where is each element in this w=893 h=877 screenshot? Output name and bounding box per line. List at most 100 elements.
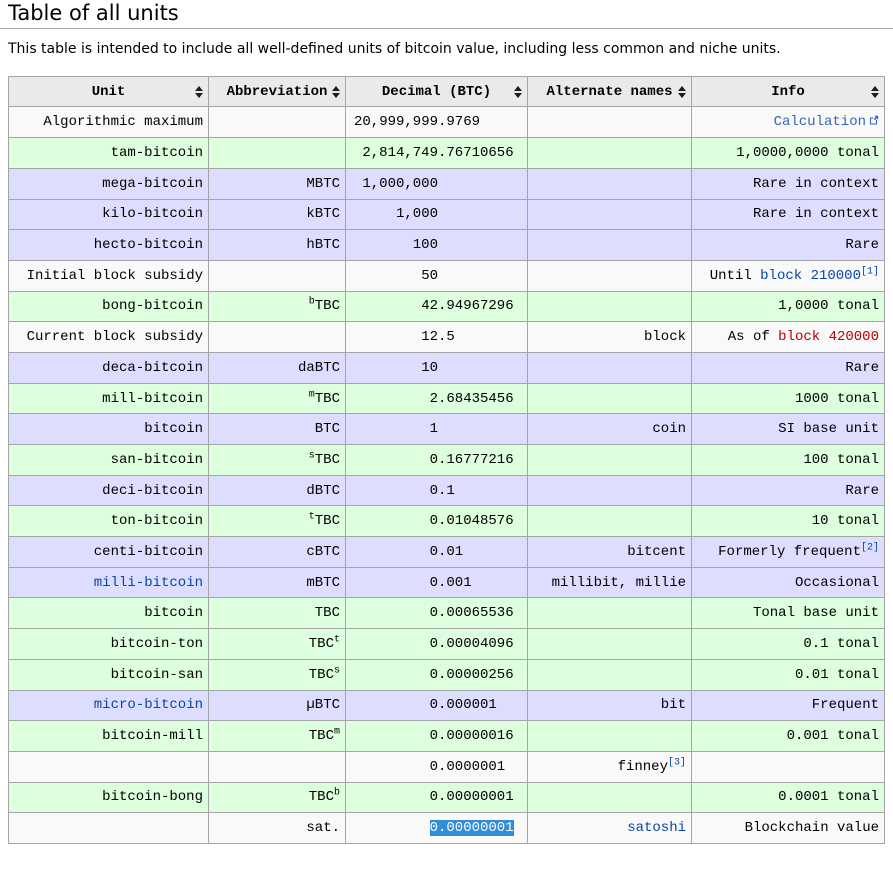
column-header-info[interactable]: Info	[691, 75, 885, 108]
table-row: Current block subsidy 12.5 block As of bloc…	[8, 321, 885, 353]
red-link[interactable]: block 420000	[778, 329, 879, 346]
cell-text: SI base unit	[778, 421, 879, 438]
alternate-names-cell: finney[3]	[527, 750, 692, 783]
sort-arrows-icon[interactable]	[514, 85, 522, 98]
table-row: tam-bitcoin 2,814,749.76710656 1,0000,0000…	[8, 137, 885, 169]
info-cell: Formerly frequent[2]	[691, 536, 885, 568]
decimal-cell: 0.001	[345, 566, 528, 599]
sort-arrows-icon[interactable]	[871, 85, 879, 98]
superscript-prefix: s	[333, 665, 340, 677]
decimal-integer: 0	[429, 605, 438, 622]
unit-cell: bitcoin-san	[8, 658, 209, 691]
decimal-integer: 0	[354, 820, 438, 837]
cell-text: 1,0000,0000 tonal	[736, 145, 879, 162]
cell-text: 1000 tonal	[794, 390, 879, 407]
decimal-fraction: .00000001	[438, 789, 514, 806]
unit-cell: centi-bitcoin	[8, 536, 209, 568]
cell-text: kBTC	[306, 206, 340, 223]
cell-text: bitcent	[627, 543, 686, 560]
alternate-names-cell	[527, 137, 692, 169]
info-cell: 100 tonal	[691, 444, 885, 476]
column-header-unit[interactable]: Unit	[8, 75, 209, 108]
cell-text: bitcoin-mill	[102, 728, 203, 745]
decimal-cell: 2.68435456	[345, 382, 528, 415]
cell-text: 0.0001 tonal	[778, 789, 879, 806]
sort-arrows-icon[interactable]	[195, 85, 203, 98]
table-row: centi-bitcoin cBTC 0.01 bitcent Formerly fre…	[8, 536, 885, 568]
wiki-link[interactable]: milli-bitcoin	[93, 574, 203, 591]
sort-arrows-icon[interactable]	[678, 85, 686, 98]
table-row: deci-bitcoin dBTC 0.1 Rare	[8, 474, 885, 507]
cell-text: TBC	[314, 390, 340, 407]
unit-cell: kilo-bitcoin	[8, 198, 209, 231]
decimal-integer: 0	[429, 574, 438, 591]
decimal-fraction: .0000001	[438, 758, 506, 775]
cell-text: TBC	[308, 789, 334, 806]
decimal-cell: 1,000,000	[345, 167, 528, 200]
cell-text: 0.1 tonal	[803, 636, 879, 653]
column-label: Abbreviation	[226, 83, 328, 100]
cell-text: deca-bitcoin	[102, 359, 203, 376]
alternate-names-cell	[527, 474, 692, 507]
wiki-link[interactable]: satoshi	[627, 820, 686, 837]
reference-link[interactable]: [2]	[860, 542, 879, 554]
cell-text: Frequent	[811, 697, 879, 714]
abbreviation-cell: sTBC	[208, 444, 346, 476]
cell-text: tam-bitcoin	[110, 145, 203, 162]
column-header-decimal-btc[interactable]: Decimal (BTC)	[345, 75, 528, 108]
unit-cell: Algorithmic maximum	[8, 106, 209, 139]
info-cell: Calculation	[691, 106, 885, 139]
column-header-alternate-names[interactable]: Alternate names	[527, 75, 692, 108]
cell-text: mega-bitcoin	[102, 175, 203, 192]
cell-text: Initial block subsidy	[26, 267, 203, 284]
cell-text: coin	[652, 421, 686, 438]
cell-text: bitcoin	[144, 421, 203, 438]
cell-text: sat.	[306, 820, 340, 837]
decimal-cell: 0.01048576	[345, 505, 528, 538]
decimal-integer: 1,000	[395, 206, 438, 223]
cell-text: mill-bitcoin	[102, 390, 203, 407]
abbreviation-cell: bTBC	[208, 290, 346, 323]
units-table: Unit Abbreviation Decimal (BTC) Alternate n…	[8, 75, 885, 844]
external-link[interactable]: Calculation	[774, 114, 879, 130]
reference-link[interactable]: [1]	[860, 266, 879, 278]
info-cell: 10 tonal	[691, 505, 885, 538]
table-row: micro-bitcoin µBTC 0.000001 bit Frequent	[8, 689, 885, 722]
unit-cell: micro-bitcoin	[8, 689, 209, 722]
abbreviation-cell: µBTC	[208, 689, 346, 722]
alternate-names-cell: coin	[527, 413, 692, 446]
unit-cell: hecto-bitcoin	[8, 229, 209, 261]
unit-cell: tam-bitcoin	[8, 137, 209, 169]
wiki-link[interactable]: micro-bitcoin	[93, 697, 203, 714]
cell-text: cBTC	[306, 543, 340, 560]
abbreviation-cell: daBTC	[208, 351, 346, 384]
cell-text: TBC	[314, 605, 340, 622]
cell-text: Algorithmic maximum	[43, 114, 203, 131]
alternate-names-cell	[527, 198, 692, 231]
abbreviation-cell: MBTC	[208, 167, 346, 200]
table-row: bong-bitcoin bTBC 42.94967296 1,0000 tonal	[8, 290, 885, 323]
cell-text: bong-bitcoin	[102, 298, 203, 315]
table-row: mill-bitcoin mTBC 2.68435456 1000 tonal	[8, 382, 885, 415]
decimal-fraction: .00000016	[438, 728, 514, 745]
sort-arrows-icon[interactable]	[332, 85, 340, 98]
column-header-abbreviation[interactable]: Abbreviation	[208, 75, 346, 108]
decimal-fraction: .01048576	[438, 513, 514, 530]
decimal-integer: 10	[421, 359, 438, 376]
wiki-link[interactable]: block 210000	[760, 267, 861, 284]
superscript-prefix: b	[308, 296, 315, 308]
decimal-cell: 100	[345, 229, 528, 261]
cell-text: µBTC	[306, 697, 340, 714]
decimal-cell: 50	[345, 259, 528, 292]
cell-text: bitcoin-bong	[102, 789, 203, 806]
unit-cell: bitcoin	[8, 413, 209, 446]
external-link-icon	[870, 116, 879, 125]
reference-link[interactable]: [3]	[667, 757, 686, 769]
alternate-names-cell	[527, 658, 692, 691]
table-row: deca-bitcoin daBTC 10 Rare	[8, 351, 885, 384]
unit-cell	[8, 812, 209, 844]
column-label: Alternate names	[546, 83, 673, 100]
table-row: bitcoin TBC 0.00065536 Tonal base unit	[8, 597, 885, 630]
superscript-prefix: s	[308, 450, 315, 462]
cell-text: BTC	[314, 421, 340, 438]
